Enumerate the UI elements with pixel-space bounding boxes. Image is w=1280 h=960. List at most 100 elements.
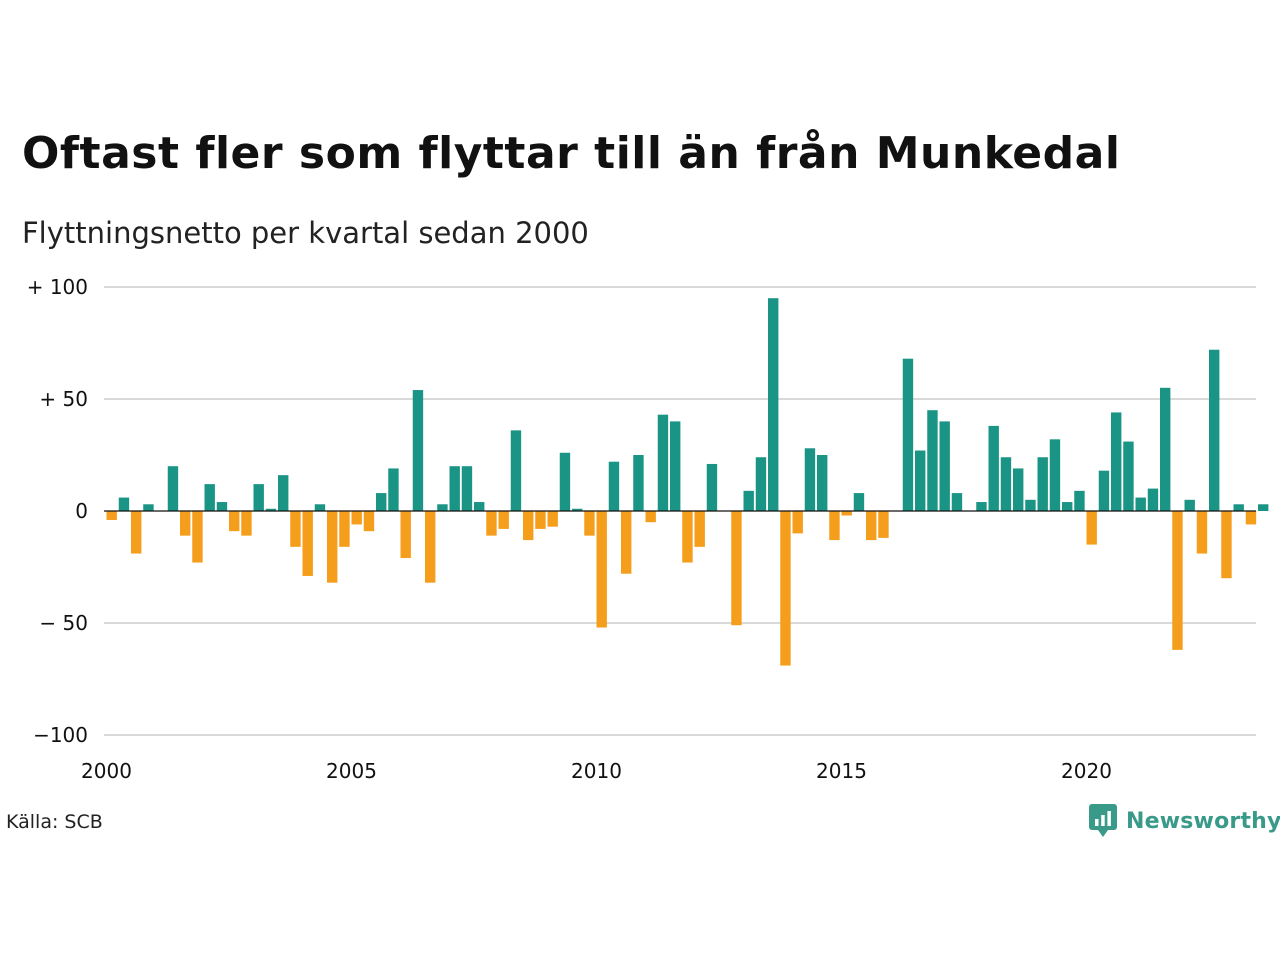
bar — [608, 461, 620, 511]
bar — [1062, 502, 1073, 511]
bar — [780, 511, 791, 666]
bar — [1172, 511, 1183, 650]
bar — [682, 511, 693, 563]
bar — [743, 490, 754, 511]
bar — [670, 421, 681, 511]
bars — [106, 298, 1269, 666]
bar — [1184, 499, 1195, 511]
y-tick-label: 0 — [75, 499, 88, 523]
bar — [755, 457, 767, 511]
x-tick-label: 2015 — [816, 759, 867, 783]
bar — [817, 455, 828, 511]
bar — [1160, 387, 1171, 511]
bar-chart: + 100 + 50 0 − 50 −100 2000 2005 2010 2015 2020 — [27, 275, 1269, 783]
bar — [706, 463, 718, 511]
bar — [253, 484, 264, 511]
bar — [1049, 439, 1061, 511]
brand[interactable]: Newsworthy — [1088, 803, 1280, 839]
bar — [449, 466, 460, 511]
bar — [1000, 457, 1012, 511]
bar — [1221, 511, 1232, 579]
bar — [376, 493, 387, 511]
x-tick-label: 2010 — [571, 759, 622, 783]
bar — [229, 511, 240, 532]
bar — [694, 511, 705, 547]
x-tick-label: 2005 — [326, 759, 377, 783]
grid-lines — [104, 286, 1256, 736]
bar — [118, 497, 130, 511]
bar — [621, 511, 632, 574]
bar — [180, 511, 191, 536]
bar — [363, 511, 375, 532]
x-tick-label: 2000 — [81, 759, 132, 783]
bar — [216, 502, 228, 511]
bar — [547, 511, 558, 527]
chart-title: Oftast fler som flyttar till än från Mun… — [22, 128, 1121, 179]
bar — [412, 390, 424, 511]
bar — [290, 511, 301, 547]
bar — [1245, 511, 1257, 525]
bar — [792, 511, 803, 534]
y-tick-label: + 50 — [39, 387, 88, 411]
bar — [878, 511, 889, 538]
bar — [584, 511, 595, 536]
bar — [1258, 504, 1269, 511]
bar — [302, 511, 313, 576]
bar — [498, 511, 509, 529]
bar — [853, 493, 865, 511]
bar — [1086, 511, 1097, 545]
bar — [265, 508, 277, 511]
y-tick-label: −100 — [33, 723, 88, 747]
bar — [106, 511, 117, 520]
bar — [768, 298, 779, 511]
bar — [731, 511, 742, 626]
bar — [1025, 499, 1036, 511]
y-tick-label: − 50 — [39, 611, 88, 635]
bar — [951, 493, 963, 511]
bar — [633, 455, 644, 511]
bar — [278, 475, 289, 511]
bar — [939, 421, 950, 511]
bar — [167, 466, 179, 511]
chart-subtitle: Flyttningsnetto per kvartal sedan 2000 — [22, 216, 589, 250]
bar — [1013, 468, 1024, 511]
bar — [976, 502, 987, 511]
bar — [1074, 490, 1085, 511]
bar — [204, 484, 215, 511]
bar — [535, 511, 546, 529]
bar — [461, 466, 473, 511]
bar — [1098, 470, 1110, 511]
axes: + 100 + 50 0 − 50 −100 2000 2005 2010 2015 2020 — [27, 275, 1256, 783]
bar — [1196, 511, 1208, 554]
bar — [241, 511, 252, 536]
bar — [400, 511, 411, 559]
bar — [474, 502, 485, 511]
bar — [1123, 441, 1134, 511]
bar — [327, 511, 338, 583]
bar — [645, 511, 656, 523]
bar — [351, 511, 362, 525]
bar — [927, 410, 938, 511]
bar — [988, 425, 999, 511]
source-note: Källa: SCB — [6, 811, 103, 833]
brand-name: Newsworthy — [1126, 808, 1280, 834]
bar — [559, 452, 571, 511]
bar — [523, 511, 534, 541]
bar — [425, 511, 436, 583]
x-tick-label: 2020 — [1061, 759, 1112, 783]
bar — [1209, 349, 1220, 511]
bar — [1037, 457, 1048, 511]
bar — [657, 414, 669, 511]
bar — [314, 504, 326, 511]
bar — [572, 508, 583, 511]
bar — [1147, 488, 1159, 511]
bar — [841, 511, 852, 516]
newsworthy-logo-icon — [1089, 804, 1117, 837]
bar — [131, 511, 142, 554]
bar — [596, 511, 607, 628]
bar — [804, 448, 816, 511]
bar — [388, 468, 399, 511]
bar — [486, 511, 497, 536]
bar — [192, 511, 203, 563]
bar — [437, 504, 448, 511]
